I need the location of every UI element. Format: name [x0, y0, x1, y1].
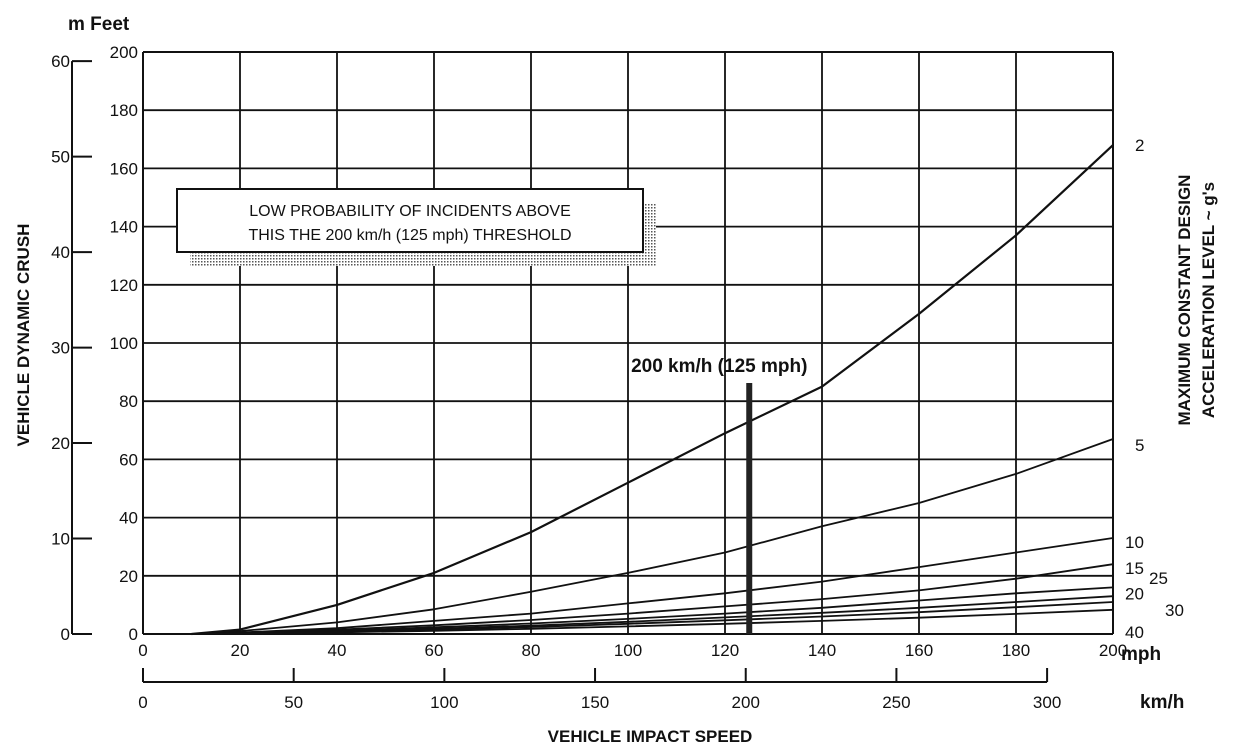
- x2-tick-label: 150: [581, 693, 609, 712]
- series-label-10g: 10: [1125, 533, 1144, 552]
- x-unit-label: mph: [1121, 644, 1161, 665]
- series-label-40g: 40: [1125, 623, 1144, 642]
- x2-tick-label: 100: [430, 693, 458, 712]
- x-tick-label: 180: [1002, 641, 1030, 660]
- x2-tick-label: 250: [882, 693, 910, 712]
- y-tick-label: 0: [129, 625, 138, 644]
- x2-unit-label: km/h: [1140, 692, 1184, 713]
- threshold-marker: [746, 383, 753, 634]
- annotation-line: THIS THE 200 km/h (125 mph) THRESHOLD: [248, 227, 571, 244]
- y-tick-label: 80: [119, 392, 138, 411]
- x-tick-label: 80: [522, 641, 541, 660]
- annotation-box: [176, 188, 644, 253]
- x-tick-label: 60: [425, 641, 444, 660]
- series-line-2g: [191, 144, 1114, 636]
- y-axis-title: VEHICLE DYNAMIC CRUSH: [14, 224, 33, 447]
- series-label-25g: 25: [1149, 569, 1168, 588]
- series-label-2g: 2: [1135, 136, 1144, 155]
- series-line-10g: [191, 537, 1114, 635]
- y-tick-label: 40: [119, 509, 138, 528]
- x-tick-label: 200: [1099, 641, 1127, 660]
- series-line-20g: [191, 586, 1114, 635]
- y2-tick-label: 20: [51, 434, 70, 453]
- x2-tick-label: 300: [1033, 693, 1061, 712]
- series-line-40g: [191, 608, 1114, 635]
- series-label-5g: 5: [1135, 436, 1144, 455]
- y2-tick-label: 60: [51, 52, 70, 71]
- y2-tick-label: 40: [51, 243, 70, 262]
- right-axis-title-line: MAXIMUM CONSTANT DESIGN: [1175, 175, 1194, 426]
- y-tick-label: 60: [119, 450, 138, 469]
- x-tick-label: 20: [231, 641, 250, 660]
- x-tick-label: 160: [905, 641, 933, 660]
- x-axis-title: VEHICLE IMPACT SPEED: [548, 727, 753, 746]
- y2-tick-label: 30: [51, 339, 70, 358]
- y2-tick-label: 0: [61, 625, 70, 644]
- y-tick-label: 20: [119, 567, 138, 586]
- y2-tick-label: 50: [51, 148, 70, 167]
- y-tick-label: 120: [110, 276, 138, 295]
- x-tick-label: 100: [614, 641, 642, 660]
- x2-tick-label: 0: [138, 693, 147, 712]
- series-label-20g: 20: [1125, 584, 1144, 603]
- x2-tick-label: 200: [732, 693, 760, 712]
- y-unit-label: m Feet: [68, 14, 130, 35]
- x-tick-label: 140: [808, 641, 836, 660]
- x2-tick-label: 50: [284, 693, 303, 712]
- x-tick-label: 0: [138, 641, 147, 660]
- annotation-line: LOW PROBABILITY OF INCIDENTS ABOVE: [249, 203, 571, 220]
- series-label-30g: 30: [1165, 601, 1184, 620]
- series-label-15g: 15: [1125, 559, 1144, 578]
- y-tick-label: 200: [110, 43, 138, 62]
- y-tick-label: 140: [110, 218, 138, 237]
- y-tick-label: 100: [110, 334, 138, 353]
- x-tick-label: 120: [711, 641, 739, 660]
- y-tick-label: 180: [110, 101, 138, 120]
- threshold-label: 200 km/h (125 mph): [631, 356, 807, 377]
- right-axis-title-line: ACCELERATION LEVEL ~ g's: [1199, 182, 1218, 418]
- x-tick-label: 40: [328, 641, 347, 660]
- series-line-5g: [191, 438, 1114, 635]
- y2-tick-label: 10: [51, 530, 70, 549]
- y-tick-label: 160: [110, 159, 138, 178]
